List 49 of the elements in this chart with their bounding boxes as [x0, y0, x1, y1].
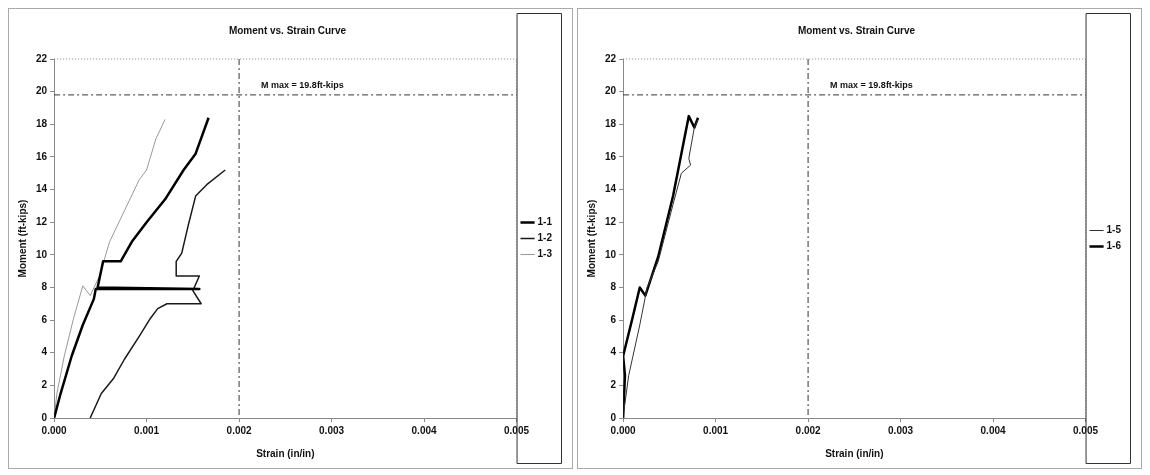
x-tick-label: 0.003: [888, 424, 914, 436]
y-tick-label: 22: [605, 52, 617, 64]
chart-title: Moment vs. Strain Curve: [228, 24, 347, 36]
y-axis-title: Moment (ft-kips): [16, 199, 28, 278]
y-tick-label: 12: [605, 215, 617, 227]
y-tick-label: 18: [605, 118, 617, 130]
ref-line-label: M max = 19.8ft-kips: [830, 79, 913, 90]
y-tick-label: 20: [605, 85, 617, 97]
y-tick-label: 4: [610, 346, 617, 358]
ref-line-label: M max = 19.8ft-kips: [261, 79, 344, 90]
x-tick-label: 0.001: [703, 424, 729, 436]
y-tick-label: 14: [36, 183, 48, 195]
x-tick-label: 0.004: [411, 424, 438, 436]
x-tick-label: 0.002: [226, 424, 253, 436]
legend-label: 1-5: [1106, 224, 1122, 236]
y-tick-label: 2: [41, 379, 48, 391]
y-axis-title: Moment (ft-kips): [585, 199, 597, 278]
legend-label: 1-6: [1106, 240, 1122, 252]
y-tick-label: 10: [605, 248, 617, 260]
y-tick-label: 20: [36, 85, 48, 97]
x-tick-label: 0.003: [319, 424, 345, 436]
x-tick-label: 0.005: [1073, 424, 1099, 436]
y-tick-label: 16: [36, 150, 48, 162]
x-tick-label: 0.005: [504, 424, 530, 436]
y-tick-label: 8: [41, 281, 48, 293]
y-tick-label: 0: [41, 411, 48, 423]
y-tick-label: 10: [36, 248, 48, 260]
y-tick-label: 4: [41, 346, 48, 358]
y-tick-label: 22: [36, 52, 48, 64]
y-tick-label: 6: [41, 313, 48, 325]
y-tick-label: 0: [610, 411, 617, 423]
x-axis-title: Strain (in/in): [256, 447, 315, 459]
y-tick-label: 12: [36, 215, 48, 227]
y-tick-label: 8: [610, 281, 617, 293]
legend-label: 1-1: [537, 216, 553, 228]
y-tick-label: 6: [610, 313, 617, 325]
legend-label: 1-2: [537, 232, 553, 244]
x-tick-label: 0.000: [41, 424, 68, 436]
legend-label: 1-3: [537, 248, 553, 260]
x-tick-label: 0.004: [980, 424, 1007, 436]
x-tick-label: 0.001: [134, 424, 160, 436]
y-tick-label: 18: [36, 118, 48, 130]
chart-title: Moment vs. Strain Curve: [797, 24, 916, 36]
y-tick-label: 2: [610, 379, 617, 391]
y-tick-label: 14: [605, 183, 617, 195]
x-axis-title: Strain (in/in): [825, 447, 884, 459]
x-tick-label: 0.000: [610, 424, 637, 436]
y-tick-label: 16: [605, 150, 617, 162]
x-tick-label: 0.002: [795, 424, 822, 436]
